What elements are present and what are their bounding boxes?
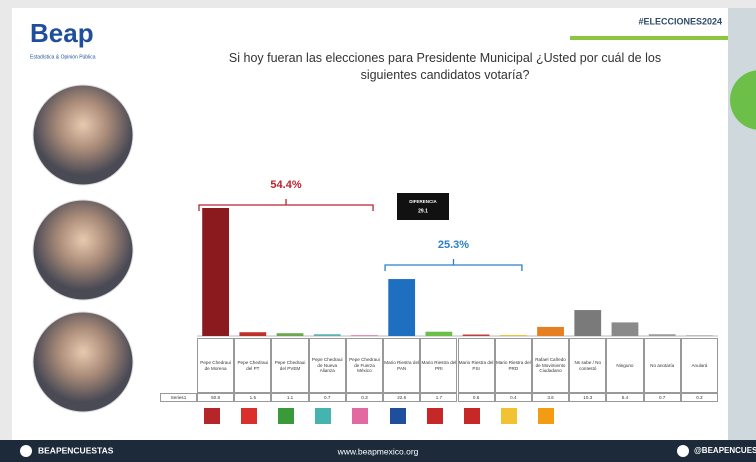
- candidate-photo: [32, 84, 134, 186]
- x-tick-label: Pepe Chedraui de Nueva Alianza: [308, 338, 346, 393]
- x-tick-label: Mario Riestra del PRI: [420, 338, 458, 393]
- value-cell: 1.5: [234, 393, 272, 402]
- logo-subtitle: Estadística & Opinión Pública: [30, 54, 96, 60]
- chart-title: Si hoy fueran las elecciones para Presid…: [228, 51, 662, 82]
- bar: [202, 208, 230, 336]
- party-icon: [390, 408, 406, 424]
- bracket: [198, 199, 374, 211]
- value-cell: 0.7: [643, 393, 681, 402]
- bar: [611, 322, 639, 336]
- bar: [351, 335, 378, 336]
- bar: [499, 334, 527, 336]
- bar: [425, 331, 453, 336]
- footer-website: www.beapmexico.org: [337, 446, 419, 456]
- annotation: 25.3%: [438, 239, 469, 251]
- x-tick-label: Mario Riestra del PRD: [494, 338, 532, 393]
- difference-value: 29.1: [418, 208, 428, 214]
- bar: [537, 326, 564, 336]
- value-cell: 50.8: [197, 393, 235, 402]
- value-cell: 0.6: [457, 393, 495, 402]
- party-icon: [278, 408, 294, 424]
- value-cell: 3.6: [531, 393, 570, 402]
- x-tick-label: Ns sabe / No contestó: [569, 338, 607, 393]
- footer-bar: [0, 440, 756, 462]
- twitter-icon: [677, 445, 689, 457]
- party-icon: [538, 408, 554, 424]
- candidate-photo: [32, 311, 134, 413]
- accent-line: [570, 36, 728, 40]
- party-icon: [464, 408, 480, 424]
- x-tick-label: Pepe Chedraui de Fuerza México: [345, 338, 384, 393]
- value-cell: 0.4: [494, 393, 532, 402]
- x-tick-label: No anotaría: [643, 338, 681, 393]
- bar: [648, 334, 676, 336]
- party-icon: [241, 408, 257, 424]
- footer-twitter: @BEAPENCUESTAS: [694, 446, 756, 455]
- bar: [313, 334, 341, 336]
- legend-series: Series1: [160, 393, 197, 402]
- x-tick-label: Pepe Chedraui del PVEM: [271, 338, 309, 393]
- value-cell: 0.3: [345, 393, 384, 402]
- difference-label: DIFERENCIA: [409, 199, 437, 204]
- x-tick-label: Mario Riestra del PSI: [457, 338, 495, 393]
- bar: [685, 335, 713, 336]
- bracket: [384, 259, 523, 271]
- value-cell: 1.7: [420, 393, 458, 402]
- logo: Beap: [30, 18, 94, 48]
- hashtag: #ELECCIONES2024: [638, 16, 722, 26]
- footer-social: BEAPENCUESTAS: [38, 445, 114, 455]
- difference-box: [397, 193, 449, 220]
- party-icons: [204, 408, 554, 424]
- value-cell: 1.1: [271, 393, 309, 402]
- party-icon: [204, 408, 220, 424]
- bar: [239, 332, 267, 336]
- title-box: Si hoy fueran las elecciones para Presid…: [228, 51, 662, 82]
- side-image-circle: [730, 70, 756, 130]
- x-tick-label: Ninguno: [606, 338, 644, 393]
- x-tick-label: Pepe Chedraui de Morena: [197, 338, 235, 393]
- bar: [462, 334, 490, 336]
- party-icon: [315, 408, 331, 424]
- x-tick-label: Rafael Cañedo de Movimiento Ciudadano: [531, 338, 570, 393]
- bar: [574, 310, 602, 336]
- x-tick-label: Pepe Chedraui del PT: [234, 338, 272, 393]
- value-cell: 22.6: [383, 393, 421, 402]
- bar: [276, 333, 304, 336]
- value-cell: 0.7: [308, 393, 346, 402]
- candidate-photo: [32, 199, 134, 301]
- x-tick-label: Anulará: [680, 338, 718, 393]
- value-cell: 10.3: [569, 393, 607, 402]
- bar: [388, 279, 416, 336]
- value-cell: 5.4: [606, 393, 644, 402]
- facebook-icon: [20, 445, 32, 457]
- value-cell: 0.3: [680, 393, 718, 402]
- party-icon: [427, 408, 443, 424]
- party-icon: [501, 408, 517, 424]
- x-tick-label: Mario Riestra del PAN: [383, 338, 421, 393]
- annotation: 54.4%: [270, 179, 301, 191]
- party-icon: [352, 408, 368, 424]
